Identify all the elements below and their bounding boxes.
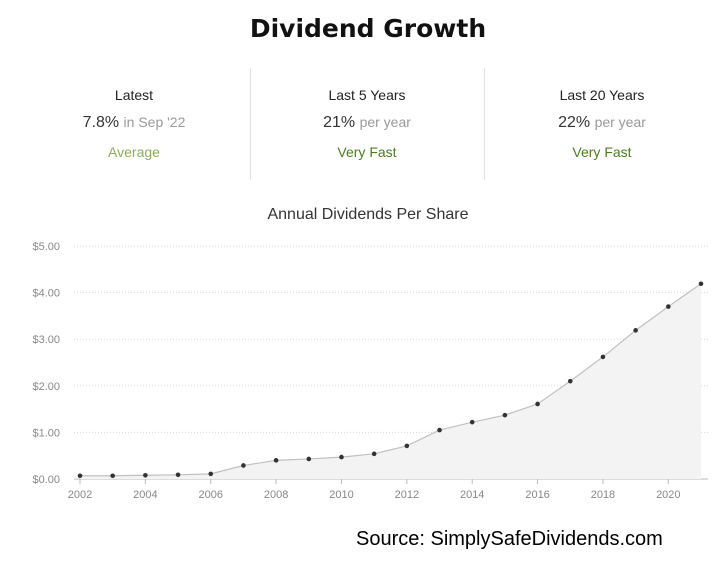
x-tick-label: 2008 [264, 489, 288, 501]
data-point [208, 471, 214, 477]
x-tick-label: 2006 [198, 489, 222, 501]
data-point [535, 401, 540, 407]
stat-rating: Very Fast [337, 144, 397, 160]
series-line [80, 283, 702, 477]
stat-number: 21% [323, 114, 356, 131]
stats-panel: Latest 7.8% in Sep '22 Average Last 5 Ye… [18, 68, 718, 180]
series-area [80, 283, 701, 479]
data-point [600, 354, 606, 360]
stat-latest: Latest 7.8% in Sep '22 Average [18, 68, 250, 180]
data-point [698, 281, 704, 287]
x-tick-label: 2004 [133, 489, 157, 501]
data-point [110, 473, 115, 479]
data-point [175, 472, 181, 478]
stat-last-5-years: Last 5 Years 21% per year Very Fast [250, 68, 483, 180]
y-tick-label: $4.00 [32, 288, 60, 300]
stat-number: 22% [558, 114, 591, 131]
stat-label: Latest [114, 87, 154, 103]
source-credit: Source: SimplySafeDividends.com [356, 528, 663, 550]
x-tick-label: 2020 [656, 489, 680, 501]
data-point [339, 454, 344, 460]
stat-label: Last 5 Years [328, 87, 406, 103]
data-point [666, 304, 671, 309]
stat-subtext: per year [594, 114, 646, 130]
data-point [241, 463, 246, 468]
x-tick-label: 2018 [591, 489, 615, 501]
data-point [633, 328, 638, 333]
data-point [371, 451, 377, 457]
y-tick-label: $0.00 [32, 474, 60, 486]
x-tick-label: 2012 [395, 489, 419, 501]
data-point [437, 427, 442, 433]
stat-label: Last 20 Years [559, 87, 645, 103]
stat-value: 21% per year [251, 114, 483, 132]
x-tick-label: 2002 [68, 489, 92, 501]
stat-value: 22% per year [485, 114, 719, 132]
data-point [273, 458, 279, 463]
x-tick-label: 2016 [525, 489, 549, 501]
stat-rating: Average [108, 144, 160, 160]
data-point [502, 412, 508, 418]
data-point [77, 473, 83, 479]
data-point [143, 472, 148, 478]
stat-subtext: in Sep '22 [123, 114, 186, 130]
stat-last-20-years: Last 20 Years 22% per year Very Fast [484, 68, 719, 180]
page-title: Dividend Growth [249, 14, 487, 43]
y-tick-label: $1.00 [32, 427, 60, 439]
y-tick-label: $3.00 [32, 334, 60, 346]
data-point [404, 443, 410, 449]
y-tick-label: $2.00 [32, 381, 60, 393]
stat-number: 7.8% [82, 114, 120, 131]
stat-subtext: per year [359, 114, 411, 130]
data-point [306, 456, 312, 462]
chart-title: Annual Dividends Per Share [267, 206, 469, 223]
data-point [567, 378, 573, 384]
y-tick-label: $5.00 [32, 241, 60, 253]
x-tick-label: 2014 [460, 489, 484, 501]
x-tick-label: 2010 [329, 489, 353, 501]
data-point [469, 419, 475, 425]
stat-value: 7.8% in Sep '22 [18, 114, 250, 132]
stat-rating: Very Fast [572, 144, 632, 160]
